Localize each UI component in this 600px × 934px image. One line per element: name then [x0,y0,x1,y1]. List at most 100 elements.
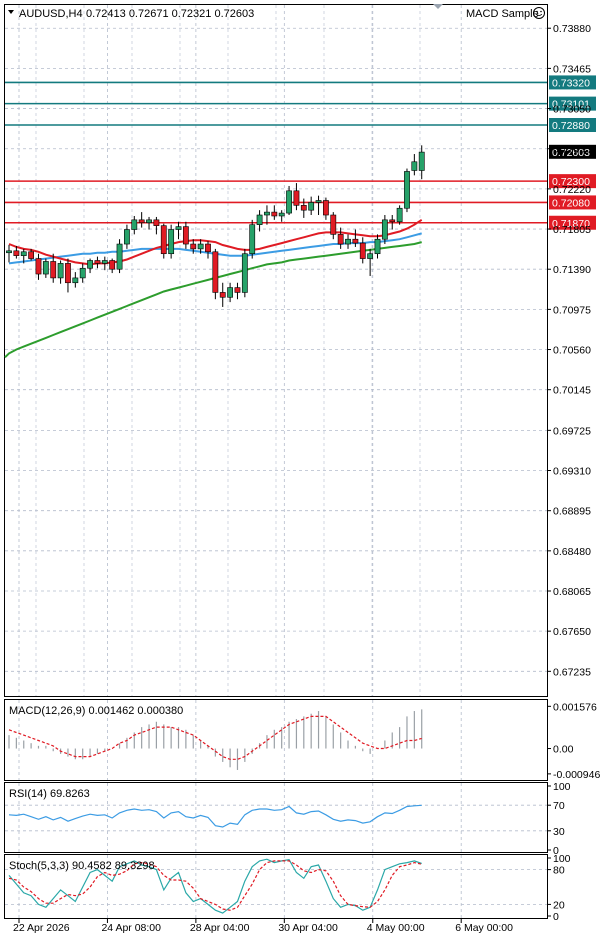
price-tick-label: 0.73465 [553,63,591,75]
candle-body[interactable] [286,190,292,214]
ma-slow-line [4,241,422,359]
shift-marker-icon[interactable] [433,4,443,9]
price-level-label: 0.73320 [552,77,590,89]
candle-body[interactable] [175,226,182,230]
time-tick-label: 30 Apr 04:00 [278,922,338,934]
rsi-tick-label: 30 [553,826,565,838]
candle-body[interactable] [168,229,175,255]
candle-body[interactable] [212,251,219,293]
candle-body[interactable] [278,212,285,217]
candle-body[interactable] [13,250,20,256]
candle-body[interactable] [323,200,329,216]
candle-body[interactable] [315,200,322,203]
candle-body[interactable] [6,250,12,254]
candle-body[interactable] [20,251,27,256]
candle-body[interactable] [256,214,263,225]
price-tick-label: 0.68065 [553,586,591,598]
candlesticks [6,145,425,307]
rsi-tick-label: 70 [553,800,565,812]
candle-body[interactable] [374,238,381,255]
candle-body[interactable] [293,190,300,206]
candle-body[interactable] [94,260,101,264]
price-tick-label: 0.70145 [553,385,591,397]
candle-body[interactable] [131,219,138,230]
candle-body[interactable] [28,251,35,259]
price-level-label: 0.73101 [552,99,590,111]
candle-body[interactable] [264,211,270,216]
rsi-pane[interactable] [4,782,548,853]
price-levels: 0.73320 0.73101 0.72880 0.72300 0.72080 0.718… [5,75,596,230]
candle-body[interactable] [345,238,351,245]
candle-body[interactable] [138,219,145,224]
candle-body[interactable] [241,253,248,293]
macd-tick-label: -0.000946 [553,769,600,781]
candle-body[interactable] [330,214,337,235]
candle-body[interactable] [50,261,57,279]
price-tick-label: 0.73880 [553,23,591,35]
price-level-label: 0.72300 [552,176,590,188]
candle-body[interactable] [418,151,425,171]
candle-body[interactable] [153,219,160,226]
stoch-tick-label: 20 [553,899,565,911]
price-level-tag [549,215,596,230]
dropdown-arrow-icon[interactable] [8,10,14,14]
smiley-icon[interactable] [533,7,545,19]
price-level-label: 0.71870 [552,218,590,230]
stoch-pane[interactable] [4,854,548,919]
price-tick-label: 0.69310 [553,466,591,478]
candle-body[interactable] [381,219,388,240]
candle-body[interactable] [87,260,93,269]
candle-body[interactable] [308,202,315,211]
price-tick-label: 0.73050 [553,104,591,116]
expert-name: MACD Sample [466,8,539,20]
candle-body[interactable] [411,161,418,171]
candle-body[interactable] [337,234,344,245]
candle-body[interactable] [359,242,366,259]
price-tick-label: 0.71390 [553,264,591,276]
candle-body[interactable] [65,263,71,284]
ohlc-readout: 0.72413 0.72671 0.72321 0.72603 [86,8,254,20]
stoch-tick-label: 80 [553,865,565,877]
time-tick-label: 6 May 00:00 [455,922,513,934]
candle-body[interactable] [249,224,256,255]
candle-body[interactable] [190,243,197,250]
ma-fast-line [8,218,423,266]
price-tick-label: 0.72220 [553,184,591,196]
macd-pane[interactable] [4,699,548,781]
candle-body[interactable] [79,267,86,279]
candle-body[interactable] [197,243,204,250]
candle-body[interactable] [35,258,42,275]
price-level-tag [549,96,596,111]
candle-body[interactable] [234,287,241,293]
stoch-tick-label: 100 [553,853,571,865]
price-tick-label: 0.69725 [553,425,591,437]
candle-body[interactable] [101,260,108,264]
candle-body[interactable] [146,219,152,224]
candle-body[interactable] [182,226,189,245]
candle-body[interactable] [271,211,278,217]
candle-body[interactable] [404,171,410,209]
candle-body[interactable] [227,287,233,298]
candle-body[interactable] [42,261,49,275]
candle-body[interactable] [205,243,211,253]
candle-body[interactable] [300,205,307,211]
price-tick-label: 0.71805 [553,224,591,236]
candle-body[interactable] [57,263,64,279]
symbol-label: AUDUSD,H4 [19,8,83,20]
candle-body[interactable] [72,277,79,284]
price-tick-label: 0.67650 [553,626,591,638]
price-level-label: 0.72080 [552,197,590,209]
macd-tick-label: 0.001576 [553,701,597,713]
candle-body[interactable] [219,292,226,298]
candle-body[interactable] [109,260,116,270]
candle-body[interactable] [124,229,130,245]
candle-body[interactable] [160,225,167,255]
candle-body[interactable] [389,219,396,223]
candle-body[interactable] [116,243,123,270]
price-tick-label: 0.68895 [553,506,591,518]
price-tick-label: 0.68480 [553,546,591,558]
candle-body[interactable] [367,253,374,259]
candle-body[interactable] [352,238,359,244]
candle-body[interactable] [396,207,403,223]
